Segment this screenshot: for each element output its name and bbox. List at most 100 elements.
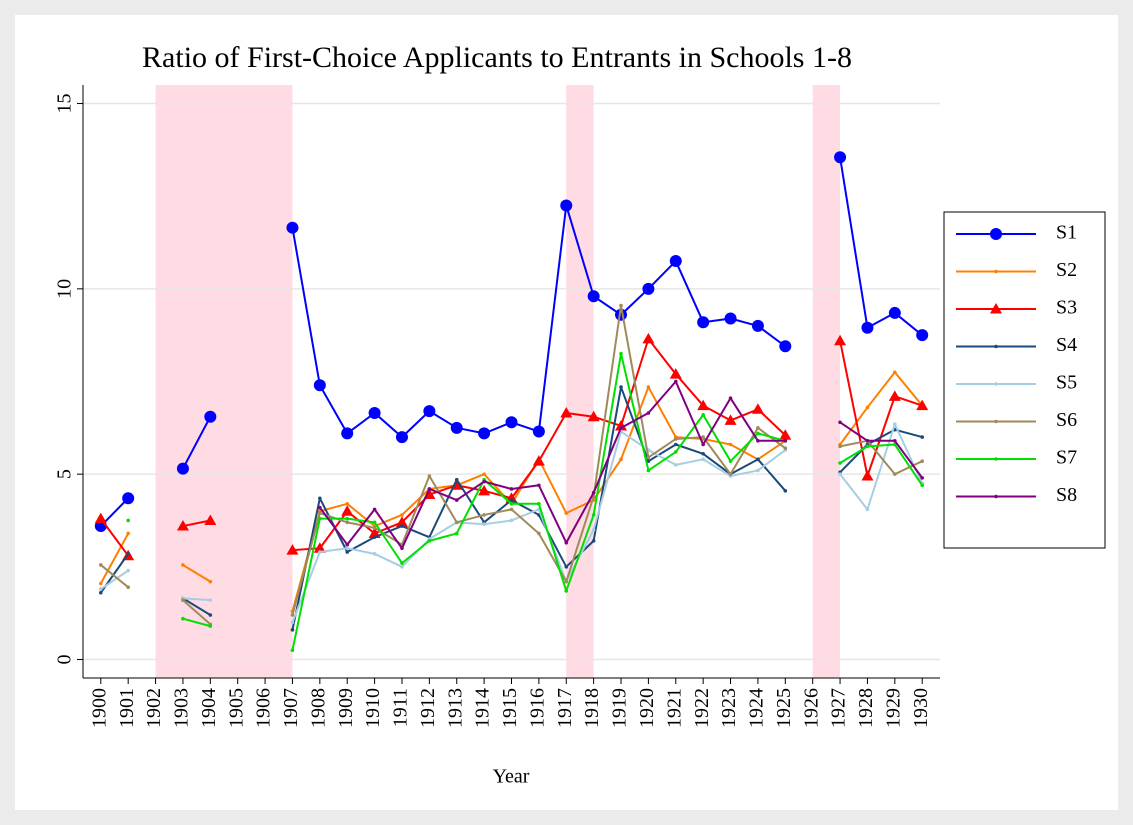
data-point: [669, 255, 682, 268]
x-tick-label: 1921: [663, 688, 685, 728]
data-point: [423, 405, 436, 418]
data-point: [208, 613, 213, 617]
x-tick-label: 1928: [855, 688, 877, 728]
data-point: [701, 457, 705, 462]
data-point: [756, 439, 760, 443]
data-point: [176, 462, 189, 475]
legend-marker: [994, 457, 998, 461]
x-tick-label: 1904: [198, 688, 220, 728]
data-point: [482, 472, 486, 476]
x-tick-label: 1907: [280, 688, 302, 728]
data-point: [920, 435, 925, 439]
data-point: [724, 312, 737, 325]
data-point: [920, 483, 925, 488]
data-point: [372, 552, 377, 556]
data-point: [204, 514, 217, 525]
x-tick-label: 1926: [800, 688, 822, 728]
x-tick-label: 1930: [910, 688, 932, 728]
x-tick-label: 1914: [472, 688, 494, 728]
data-point: [701, 442, 705, 447]
data-point: [537, 531, 541, 536]
data-point: [478, 484, 491, 496]
legend-marker: [994, 382, 998, 386]
data-point: [509, 487, 514, 491]
data-point: [509, 518, 514, 523]
data-point: [646, 385, 651, 389]
x-tick-label: 1913: [444, 688, 466, 728]
data-point: [537, 483, 541, 488]
data-point: [673, 437, 678, 441]
data-point: [697, 316, 710, 329]
series-line: [100, 157, 923, 527]
data-point: [400, 513, 404, 517]
data-point: [482, 513, 486, 517]
data-point: [646, 455, 651, 460]
data-point: [98, 581, 103, 586]
data-point: [532, 425, 545, 438]
x-tick-label: 1922: [691, 688, 713, 728]
data-point: [126, 518, 130, 523]
legend-label: S4: [1056, 334, 1077, 356]
data-point: [532, 455, 545, 466]
x-tick-label: 1908: [307, 688, 329, 728]
data-point: [619, 385, 623, 389]
data-point: [619, 303, 623, 308]
y-tick-label: 15: [54, 94, 76, 114]
data-point: [208, 598, 213, 602]
data-point: [454, 520, 459, 525]
data-point: [615, 419, 628, 431]
legend-label: S3: [1056, 297, 1077, 319]
shaded-band: [155, 85, 293, 678]
data-point: [290, 620, 295, 625]
y-tick-label: 5: [54, 469, 76, 479]
data-point: [290, 613, 295, 617]
data-point: [372, 526, 377, 530]
x-tick-label: 1910: [362, 688, 384, 728]
data-point: [783, 439, 788, 443]
x-tick-label: 1915: [499, 688, 521, 728]
data-point: [888, 390, 901, 401]
data-point: [673, 463, 678, 467]
data-point: [838, 472, 842, 476]
y-tick-label: 10: [54, 279, 76, 299]
legend-label: S7: [1056, 447, 1077, 469]
data-point: [290, 648, 295, 653]
data-point: [126, 585, 130, 589]
data-point: [779, 429, 792, 440]
data-point: [861, 470, 874, 481]
x-tick-label: 1929: [882, 688, 904, 728]
data-point: [505, 416, 518, 429]
data-point: [126, 568, 130, 573]
data-point: [834, 334, 847, 346]
x-axis-label: Year: [493, 766, 530, 788]
data-point: [564, 589, 569, 593]
data-point: [509, 498, 514, 502]
data-point: [564, 511, 569, 515]
x-tick-label: 1909: [335, 688, 357, 728]
data-point: [697, 399, 710, 411]
data-point: [893, 439, 897, 443]
data-point: [181, 563, 185, 567]
data-point: [98, 563, 103, 567]
x-tick-label: 1919: [609, 688, 631, 728]
legend-marker: [994, 344, 998, 349]
data-point: [673, 379, 678, 384]
data-point: [450, 421, 463, 434]
data-point: [564, 540, 569, 545]
data-point: [838, 461, 842, 465]
data-point: [181, 598, 185, 602]
data-point: [286, 221, 299, 234]
data-point: [728, 396, 733, 400]
data-point: [783, 489, 788, 493]
data-point: [861, 321, 874, 334]
data-point: [756, 431, 760, 436]
x-tick-label: 1906: [253, 688, 275, 728]
data-point: [701, 413, 705, 417]
x-tick-label: 1916: [526, 688, 548, 728]
data-point: [482, 522, 486, 526]
data-point: [893, 422, 897, 426]
data-point: [728, 459, 733, 463]
data-point: [893, 472, 897, 476]
data-point: [888, 306, 901, 319]
